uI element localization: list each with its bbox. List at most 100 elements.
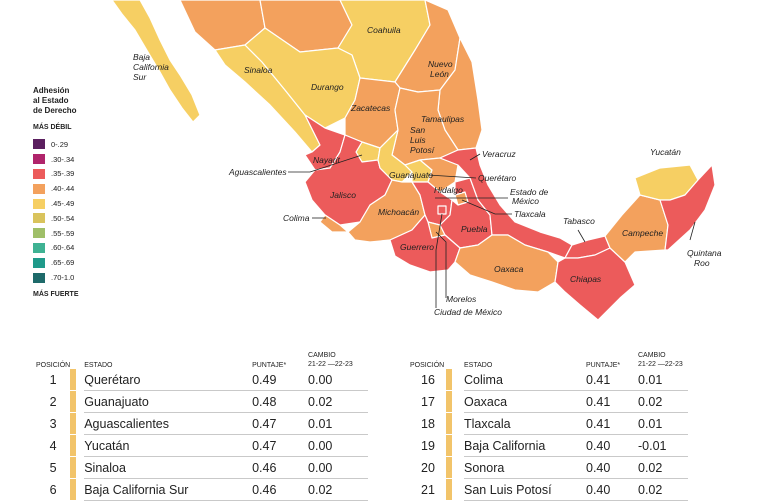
- label-baja-california-sur: Baja California Sur: [133, 52, 171, 82]
- header-score: PUNTAJE*: [252, 362, 287, 369]
- legend-swatch: [33, 154, 45, 165]
- row-bar: [446, 479, 464, 501]
- label-yucatan: Yucatán: [650, 147, 681, 157]
- leader-veracruz: [469, 153, 481, 161]
- row-change: 0.02: [638, 456, 688, 479]
- row-bar: [446, 457, 464, 479]
- ranking-rows-left: 1 Querétaro 0.49 0.00 2 Guanajuato 0.48 0.02 3 Ag…: [36, 369, 368, 501]
- label-quintana-roo: Quintana Roo: [687, 248, 724, 268]
- label-tlaxcala: Tlaxcala: [514, 209, 546, 219]
- legend-weak-label: MÁS DÉBIL: [33, 124, 72, 131]
- table-row: 2 Guanajuato 0.48 0.02: [36, 390, 368, 413]
- ranking-rows-right: 16 Colima 0.41 0.01 17 Oaxaca 0.41 0.02 18 Tlaxca…: [410, 369, 688, 501]
- map-legend: Adhesión al Estado de Derecho MÁS DÉBIL …: [33, 86, 133, 304]
- leader-quintana-roo: [689, 221, 696, 241]
- label-oaxaca: Oaxaca: [494, 264, 524, 274]
- row-accent-bar: [70, 457, 77, 478]
- row-state: Sinaloa: [84, 456, 253, 479]
- row-score: 0.40: [586, 456, 638, 479]
- legend-label: .55-.59: [51, 228, 75, 238]
- row-state: Baja California: [464, 434, 586, 457]
- label-tamaulipas: Tamaulipas: [421, 114, 465, 124]
- row-position: 18: [421, 416, 435, 431]
- legend-label: 0-.29: [51, 139, 69, 149]
- row-accent-bar: [70, 391, 77, 412]
- row-position: 5: [49, 460, 57, 475]
- row-position: 6: [49, 482, 57, 497]
- state-guanajuato[interactable]: [377, 129, 413, 183]
- leader-aguascalientes: [288, 154, 363, 173]
- label-zacatecas: Zacatecas: [350, 103, 391, 113]
- row-score: 0.47: [252, 434, 309, 457]
- row-score: 0.41: [586, 369, 638, 391]
- legend-label: .35-.39: [51, 169, 75, 179]
- row-position: 16: [421, 372, 435, 387]
- header-change-line1: CAMBIO: [638, 352, 666, 359]
- legend-item: .50-.54: [33, 211, 133, 226]
- row-accent-bar: [446, 413, 452, 434]
- row-state: Baja California Sur: [84, 478, 253, 501]
- row-score: 0.46: [252, 478, 309, 501]
- row-accent-bar: [446, 479, 452, 500]
- legend-items: 0-.29 .30-.34 .35-.39 .40-.44 .45-.49 .50-.54…: [33, 137, 133, 285]
- state-baja-california-sur[interactable]: [111, 0, 201, 123]
- legend-label: .65-.69: [51, 258, 75, 268]
- legend-swatch: [33, 242, 45, 253]
- row-accent-bar: [70, 435, 77, 456]
- legend-item: .65-.69: [33, 255, 133, 270]
- header-position: POSICIÓN: [36, 362, 71, 369]
- table-row: 3 Aguascalientes 0.47 0.01: [36, 412, 368, 435]
- state-ciudad-de-mexico[interactable]: [437, 205, 447, 215]
- state-colima[interactable]: [319, 214, 349, 233]
- legend-item: .45-.49: [33, 196, 133, 211]
- table-row: 20 Sonora 0.40 0.02: [410, 456, 688, 479]
- row-state: Querétaro: [84, 369, 253, 391]
- row-bar: [446, 391, 464, 413]
- table-row: 17 Oaxaca 0.41 0.02: [410, 390, 688, 413]
- legend-item: .40-.44: [33, 181, 133, 196]
- legend-strong-label: MÁS FUERTE: [33, 290, 79, 298]
- row-change: 0.02: [638, 478, 688, 501]
- label-campeche: Campeche: [622, 228, 663, 238]
- label-san-luis-potosi: San Luis Potosí: [410, 125, 436, 155]
- row-score: 0.41: [586, 412, 638, 435]
- row-accent-bar: [70, 413, 77, 434]
- row-score: 0.47: [252, 412, 309, 435]
- leader-morelos: [435, 231, 447, 298]
- state-quintana-roo[interactable]: [659, 164, 716, 251]
- table-row: 18 Tlaxcala 0.41 0.01: [410, 412, 688, 435]
- row-accent-bar: [70, 369, 77, 391]
- table-row: 1 Querétaro 0.49 0.00: [36, 369, 368, 391]
- row-score: 0.40: [586, 434, 638, 457]
- row-bar: [70, 391, 84, 413]
- row-accent-bar: [446, 435, 452, 456]
- row-change: 0.00: [308, 434, 368, 457]
- row-bar: [446, 413, 464, 435]
- row-state: Oaxaca: [464, 390, 586, 413]
- header-bar: [70, 345, 84, 369]
- label-queretaro: Querétaro: [478, 173, 517, 183]
- label-durango: Durango: [311, 82, 344, 92]
- leader-queretaro: [427, 174, 477, 179]
- label-estado-de-mexico: Estado de México: [510, 187, 551, 206]
- legend-label: .60-.64: [51, 243, 75, 253]
- table-row: 16 Colima 0.41 0.01: [410, 369, 688, 391]
- row-accent-bar: [446, 391, 452, 412]
- row-state: Yucatán: [84, 434, 253, 457]
- legend-label: .45-.49: [51, 199, 75, 209]
- row-score: 0.49: [252, 369, 309, 391]
- header-score: PUNTAJE*: [586, 362, 621, 369]
- header-change-line1: CAMBIO: [308, 352, 336, 359]
- legend-item: .70-1.0: [33, 270, 133, 285]
- row-accent-bar: [446, 457, 452, 478]
- table-row: 6 Baja California Sur 0.46 0.02: [36, 478, 368, 501]
- legend-item: .60-.64: [33, 241, 133, 256]
- row-position: 3: [49, 416, 57, 431]
- legend-swatch: [33, 272, 45, 283]
- legend-label: .40-.44: [51, 184, 75, 194]
- row-accent-bar: [70, 479, 77, 500]
- state-veracruz[interactable]: [439, 147, 573, 259]
- table-row: 4 Yucatán 0.47 0.00: [36, 434, 368, 457]
- label-ciudad-de-mexico: Ciudad de México: [434, 307, 502, 317]
- row-change: 0.00: [308, 369, 368, 391]
